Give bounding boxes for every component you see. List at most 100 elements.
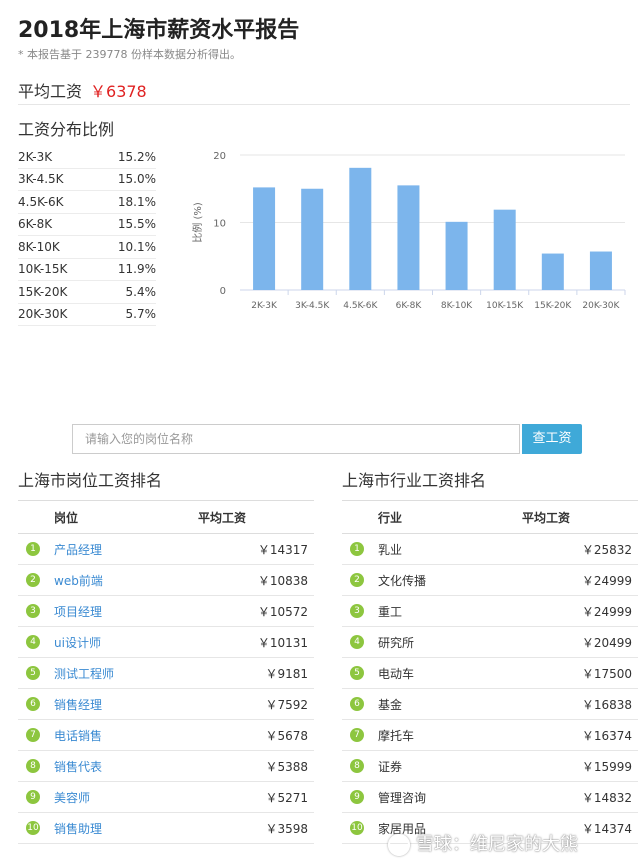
y-axis-label: 比例 (%) xyxy=(191,202,204,243)
distribution-range: 15K-20K xyxy=(18,284,68,299)
distribution-row: 20K-30K 5.7% xyxy=(18,304,156,326)
distribution-range: 3K-4.5K xyxy=(18,172,64,187)
job-name[interactable]: 销售经理 xyxy=(54,697,103,712)
job-row: 1 产品经理 ￥14317 xyxy=(18,534,314,565)
job-name[interactable]: 销售代表 xyxy=(54,759,103,774)
job-ranking-list: 1 产品经理 ￥14317 2 web前端 ￥10838 3 项目经理 ￥10572 4 ui设计师… xyxy=(18,534,314,844)
distribution-range: 8K-10K xyxy=(18,239,60,254)
job-name[interactable]: 美容师 xyxy=(54,790,91,805)
job-salary: ￥10572 xyxy=(257,604,308,619)
rank-badge: 2 xyxy=(26,573,40,587)
industry-row: 10 家居用品 ￥14374 xyxy=(342,813,638,844)
industry-name: 乳业 xyxy=(378,542,403,557)
industry-salary: ￥15999 xyxy=(581,759,632,774)
job-salary: ￥7592 xyxy=(265,697,308,712)
bar xyxy=(445,221,468,290)
bar xyxy=(253,187,276,290)
rank-badge: 4 xyxy=(26,635,40,649)
distribution-row: 2K-3K 15.2% xyxy=(18,146,156,169)
job-salary: ￥5271 xyxy=(265,790,308,805)
rank-badge: 9 xyxy=(26,790,40,804)
bar xyxy=(397,185,420,290)
industry-name: 研究所 xyxy=(378,635,415,650)
x-tick-label: 10K-15K xyxy=(486,301,524,311)
job-name[interactable]: 产品经理 xyxy=(54,542,103,557)
distribution-percent: 5.4% xyxy=(125,284,157,299)
rank-badge: 8 xyxy=(26,759,40,773)
distribution-percent: 11.9% xyxy=(117,262,156,277)
job-name[interactable]: web前端 xyxy=(54,573,103,588)
industry-row: 5 电动车 ￥17500 xyxy=(342,658,638,689)
average-salary: 平均工资 ￥6378 xyxy=(18,78,147,102)
rank-badge: 3 xyxy=(350,604,364,618)
job-row: 4 ui设计师 ￥10131 xyxy=(18,627,314,658)
distribution-row: 10K-15K 11.9% xyxy=(18,259,156,281)
distribution-percent: 15.2% xyxy=(117,149,156,164)
bar xyxy=(301,188,324,290)
rank-badge: 1 xyxy=(350,542,364,556)
industry-name: 重工 xyxy=(378,604,403,619)
sample-note: * 本报告基于 239778 份样本数据分析得出。 xyxy=(18,48,241,61)
job-name[interactable]: ui设计师 xyxy=(54,635,101,650)
job-name[interactable]: 电话销售 xyxy=(54,728,103,743)
average-salary-label: 平均工资 xyxy=(18,82,83,101)
job-row: 8 销售代表 ￥5388 xyxy=(18,751,314,782)
rank-badge: 9 xyxy=(350,790,364,804)
industry-row: 3 重工 ￥24999 xyxy=(342,596,638,627)
distribution-row: 15K-20K 5.4% xyxy=(18,281,156,304)
x-tick-label: 2K-3K xyxy=(251,301,278,311)
rank-badge: 4 xyxy=(350,635,364,649)
rank-badge: 1 xyxy=(26,542,40,556)
industry-col-name: 行业 xyxy=(378,510,403,525)
distribution-row: 6K-8K 15.5% xyxy=(18,214,156,236)
industry-name: 证券 xyxy=(378,759,403,774)
job-ranking-header: 岗位 平均工资 xyxy=(18,501,314,534)
distribution-percent: 15.5% xyxy=(117,217,156,232)
salary-distribution-chart: 0 10 20 比例 (%) 2K-3K 3K-4.5K 4.5K-6K 6K-8K 8K-10… xyxy=(191,151,626,311)
job-name[interactable]: 项目经理 xyxy=(54,604,103,619)
distribution-row: 4.5K-6K 18.1% xyxy=(18,191,156,214)
industry-salary: ￥14832 xyxy=(581,790,632,805)
distribution-percent: 15.0% xyxy=(117,172,156,187)
job-row: 2 web前端 ￥10838 xyxy=(18,565,314,596)
x-tick-label: 4.5K-6K xyxy=(343,301,378,311)
x-tick-label: 3K-4.5K xyxy=(295,301,330,311)
industry-salary: ￥16838 xyxy=(581,697,632,712)
rank-badge: 5 xyxy=(26,666,40,680)
bar xyxy=(541,253,564,290)
x-tick-label: 20K-30K xyxy=(582,301,620,311)
distribution-table: 2K-3K 15.2% 3K-4.5K 15.0% 4.5K-6K 18.1% 6K-8K 1… xyxy=(18,146,156,326)
industry-ranking-title: 上海市行业工资排名 xyxy=(342,468,638,501)
divider xyxy=(18,104,630,105)
industry-name: 基金 xyxy=(378,697,403,712)
distribution-range: 20K-30K xyxy=(18,307,68,322)
industry-ranking-header: 行业 平均工资 xyxy=(342,501,638,534)
job-ranking-panel: 上海市岗位工资排名 岗位 平均工资 1 产品经理 ￥14317 2 web前端 ￥1083… xyxy=(18,468,314,844)
distribution-title: 工资分布比例 xyxy=(18,120,115,139)
industry-row: 7 摩托车 ￥16374 xyxy=(342,720,638,751)
job-search-input[interactable]: 请输入您的岗位名称 xyxy=(72,424,520,454)
job-col-name: 岗位 xyxy=(54,510,79,525)
job-salary: ￥5678 xyxy=(265,728,308,743)
job-salary: ￥14317 xyxy=(257,542,308,557)
distribution-range: 4.5K-6K xyxy=(18,194,64,209)
rank-badge: 7 xyxy=(26,728,40,742)
x-tick-label: 6K-8K xyxy=(396,301,423,311)
x-tick-label: 8K-10K xyxy=(441,301,473,311)
y-tick-label: 10 xyxy=(213,219,226,230)
job-ranking-title: 上海市岗位工资排名 xyxy=(18,468,314,501)
job-salary: ￥10131 xyxy=(257,635,308,650)
rank-badge: 6 xyxy=(350,697,364,711)
watermark: 雪球：维尼家的大熊 xyxy=(388,830,578,856)
job-name[interactable]: 销售助理 xyxy=(54,821,103,836)
search-button[interactable]: 查工资 xyxy=(522,424,582,454)
industry-salary: ￥24999 xyxy=(581,604,632,619)
average-salary-value: ￥6378 xyxy=(90,82,147,101)
distribution-percent: 18.1% xyxy=(117,194,156,209)
rank-badge: 7 xyxy=(350,728,364,742)
rank-badge: 8 xyxy=(350,759,364,773)
job-name[interactable]: 测试工程师 xyxy=(54,666,115,681)
job-salary: ￥5388 xyxy=(265,759,308,774)
x-tick-label: 15K-20K xyxy=(534,301,572,311)
distribution-range: 6K-8K xyxy=(18,217,53,232)
